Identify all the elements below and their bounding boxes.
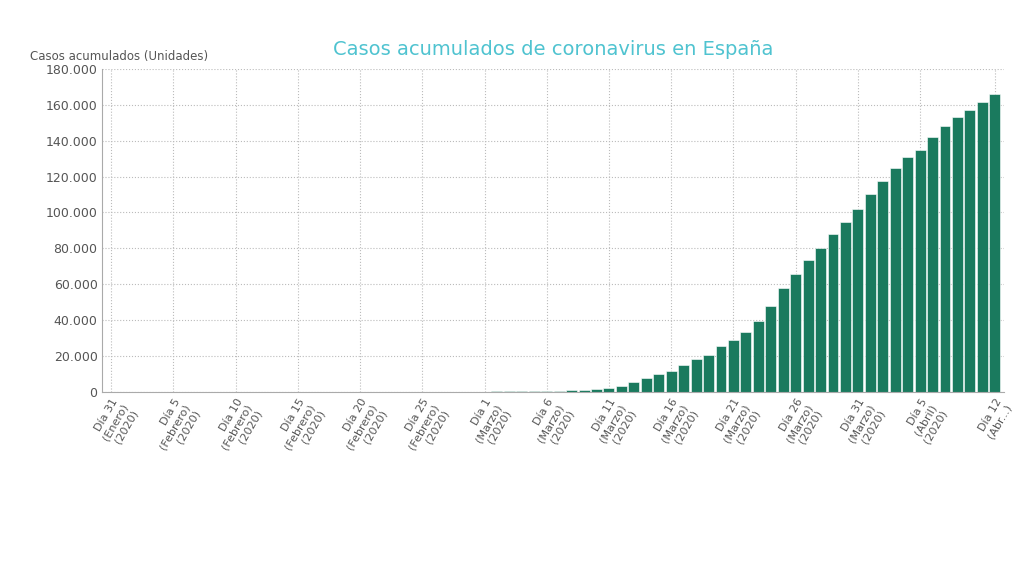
Bar	[753, 321, 764, 392]
Bar	[678, 365, 689, 392]
Bar	[716, 346, 726, 392]
Title: Casos acumulados de coronavirus en España: Casos acumulados de coronavirus en Españ…	[333, 40, 773, 59]
Bar	[554, 391, 564, 392]
Bar	[878, 181, 888, 392]
Bar	[803, 260, 814, 392]
Bar	[940, 126, 950, 392]
Bar	[952, 117, 963, 392]
Bar	[852, 209, 863, 392]
Bar	[653, 374, 665, 392]
Bar	[603, 388, 614, 392]
Bar	[827, 234, 839, 392]
Bar	[840, 222, 851, 392]
Text: Casos acumulados (Unidades): Casos acumulados (Unidades)	[31, 50, 209, 63]
Bar	[591, 389, 602, 392]
Bar	[616, 386, 627, 392]
Bar	[728, 340, 739, 392]
Bar	[865, 194, 876, 392]
Bar	[902, 157, 913, 392]
Bar	[989, 94, 1000, 392]
Bar	[791, 274, 801, 392]
Bar	[666, 370, 677, 392]
Bar	[927, 137, 938, 392]
Bar	[690, 359, 701, 392]
Bar	[566, 391, 578, 392]
Bar	[703, 355, 714, 392]
Bar	[778, 288, 788, 392]
Bar	[740, 332, 752, 392]
Bar	[579, 390, 590, 392]
Bar	[977, 101, 988, 392]
Bar	[765, 306, 776, 392]
Bar	[641, 378, 652, 392]
Bar	[965, 110, 976, 392]
Bar	[914, 150, 926, 392]
Bar	[629, 382, 639, 392]
Bar	[815, 248, 826, 392]
Bar	[890, 168, 901, 392]
Bar	[542, 391, 552, 392]
